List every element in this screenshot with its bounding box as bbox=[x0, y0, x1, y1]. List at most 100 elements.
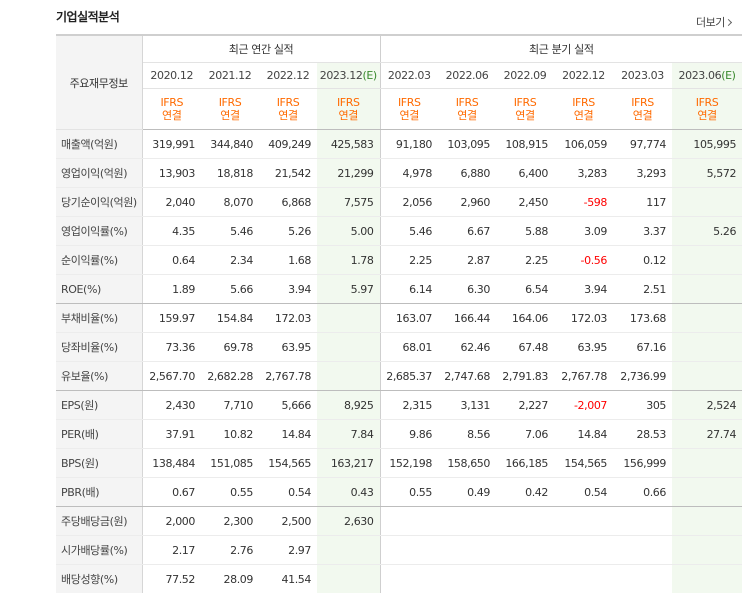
row-label: 배당성향(%) bbox=[56, 564, 143, 593]
ifrs-line1: IFRS bbox=[513, 96, 537, 109]
table-cell: 62.46 bbox=[438, 332, 497, 362]
period-header: 2023.03 bbox=[613, 62, 673, 89]
table-cell: 7.06 bbox=[496, 419, 555, 449]
annual-header: 최근 연간 실적 bbox=[142, 35, 381, 63]
row-label: 부채비율(%) bbox=[56, 303, 143, 333]
table-cell: 6.14 bbox=[380, 274, 439, 304]
table-row: EPS(원) 2,430 7,710 5,666 8,925 2,315 3,131 2,22… bbox=[56, 390, 742, 420]
table-row: PBR(배) 0.67 0.55 0.54 0.43 0.55 0.49 0.42 0.54 0.… bbox=[56, 477, 742, 507]
estimate-mark: (E) bbox=[362, 69, 377, 82]
row-label: ROE(%) bbox=[56, 274, 143, 304]
table-cell: 2,450 bbox=[496, 187, 555, 217]
row-label: 주당배당금(원) bbox=[56, 506, 143, 536]
table-cell: 68.01 bbox=[380, 332, 439, 362]
table-cell: 164.06 bbox=[496, 303, 555, 333]
table-cell: 0.12 bbox=[613, 245, 673, 275]
table-cell: 305 bbox=[613, 390, 673, 420]
table-cell: 158,650 bbox=[438, 448, 497, 478]
table-cell: 108,915 bbox=[496, 129, 555, 159]
table-cell: 14.84 bbox=[259, 419, 317, 449]
table-cell: 117 bbox=[613, 187, 673, 217]
row-label: 순이익률(%) bbox=[56, 245, 143, 275]
table-cell: 69.78 bbox=[201, 332, 259, 362]
table-cell: 2,767.78 bbox=[554, 361, 614, 391]
table-cell: 3.37 bbox=[613, 216, 673, 246]
table-cell: 67.16 bbox=[613, 332, 673, 362]
ifrs-line2: 연결 bbox=[457, 109, 477, 122]
table-cell: 103,095 bbox=[438, 129, 497, 159]
row-label: 영업이익(억원) bbox=[56, 158, 143, 188]
table-cell: 5.46 bbox=[201, 216, 259, 246]
period-header: 2020.12 bbox=[142, 62, 201, 89]
table-cell: 2,040 bbox=[142, 187, 201, 217]
table-cell bbox=[672, 506, 742, 536]
table-cell: 319,991 bbox=[142, 129, 201, 159]
table-cell: 28.53 bbox=[613, 419, 673, 449]
table-cell: 159.97 bbox=[142, 303, 201, 333]
ifrs-line1: IFRS bbox=[336, 96, 360, 109]
table-cell: 5.66 bbox=[201, 274, 259, 304]
table-cell: 10.82 bbox=[201, 419, 259, 449]
table-cell: 409,249 bbox=[259, 129, 317, 159]
ifrs-line1: IFRS bbox=[397, 96, 421, 109]
table-cell: 152,198 bbox=[380, 448, 439, 478]
table-row: 배당성향(%) 77.52 28.09 41.54 bbox=[56, 564, 742, 594]
table-cell bbox=[380, 535, 439, 565]
table-cell: 3.09 bbox=[554, 216, 614, 246]
ifrs-line1: IFRS bbox=[455, 96, 479, 109]
table-row: 순이익률(%) 0.64 2.34 1.68 1.78 2.25 2.87 2.25 -0.56… bbox=[56, 245, 742, 275]
table-cell bbox=[672, 332, 742, 362]
table-cell: 41.54 bbox=[281, 572, 312, 586]
table-cell: 4.35 bbox=[142, 216, 201, 246]
table-cell bbox=[554, 565, 613, 594]
table-row: ROE(%) 1.89 5.66 3.94 5.97 6.14 6.30 6.54 3.94 2.… bbox=[56, 274, 742, 304]
ifrs-line2: 연결 bbox=[220, 109, 240, 122]
table-cell bbox=[317, 535, 381, 565]
table-cell: 27.74 bbox=[672, 419, 742, 449]
table-cell bbox=[317, 303, 381, 333]
table-cell: 2,736.99 bbox=[613, 361, 673, 391]
table-cell: 6,868 bbox=[259, 187, 317, 217]
period-header: 2022.12 bbox=[554, 62, 614, 89]
table-cell bbox=[317, 332, 381, 362]
table-row: 영업이익률(%) 4.35 5.46 5.26 5.00 5.46 6.67 5.88 3.09… bbox=[56, 216, 742, 246]
period-header: 2022.06 bbox=[438, 62, 497, 89]
table-cell: 63.95 bbox=[554, 332, 614, 362]
table-row: 당좌비율(%) 73.36 69.78 63.95 68.01 62.46 67.48 63.… bbox=[56, 332, 742, 362]
table-cell: 2,960 bbox=[438, 187, 497, 217]
ifrs-line2: 연결 bbox=[632, 109, 653, 122]
table-cell: 63.95 bbox=[259, 332, 317, 362]
table-cell: 166,185 bbox=[496, 448, 555, 478]
table-cell: 8,925 bbox=[317, 390, 381, 420]
table-cell: 166.44 bbox=[438, 303, 497, 333]
table-cell: 2,747.68 bbox=[438, 361, 497, 391]
table-cell: 5.26 bbox=[259, 216, 317, 246]
table-cell: 6.30 bbox=[438, 274, 497, 304]
period-header: 2021.12 bbox=[201, 62, 259, 89]
table-cell bbox=[496, 565, 554, 594]
table-cell bbox=[613, 565, 672, 594]
table-cell: 6.67 bbox=[438, 216, 497, 246]
table-cell: 5,666 bbox=[259, 390, 317, 420]
ifrs-badge: IFRS 연결 bbox=[554, 88, 614, 130]
table-cell: 0.54 bbox=[554, 477, 614, 507]
more-link[interactable]: 더보기 bbox=[696, 14, 732, 30]
ifrs-line1: IFRS bbox=[695, 96, 719, 109]
table-cell: 2.97 bbox=[259, 535, 317, 565]
row-label: 당좌비율(%) bbox=[56, 332, 143, 362]
table-cell: 1.89 bbox=[142, 274, 201, 304]
table-cell bbox=[672, 361, 742, 391]
table-cell: 5.46 bbox=[380, 216, 439, 246]
ifrs-line1: IFRS bbox=[572, 96, 595, 109]
table-cell: 8,070 bbox=[201, 187, 259, 217]
table-cell: 2,000 bbox=[142, 506, 201, 536]
table-cell: 163,217 bbox=[317, 448, 381, 478]
ifrs-badge: IFRS 연결 bbox=[496, 88, 555, 130]
table-cell: -598 bbox=[554, 187, 614, 217]
table-cell: 106,059 bbox=[554, 129, 614, 159]
table-cell: 3.94 bbox=[259, 274, 317, 304]
period-header: 2023.06(E) bbox=[672, 62, 742, 89]
table-cell: 4,978 bbox=[380, 158, 439, 188]
ifrs-line2: 연결 bbox=[697, 109, 717, 122]
table-cell: 2.76 bbox=[201, 535, 259, 565]
